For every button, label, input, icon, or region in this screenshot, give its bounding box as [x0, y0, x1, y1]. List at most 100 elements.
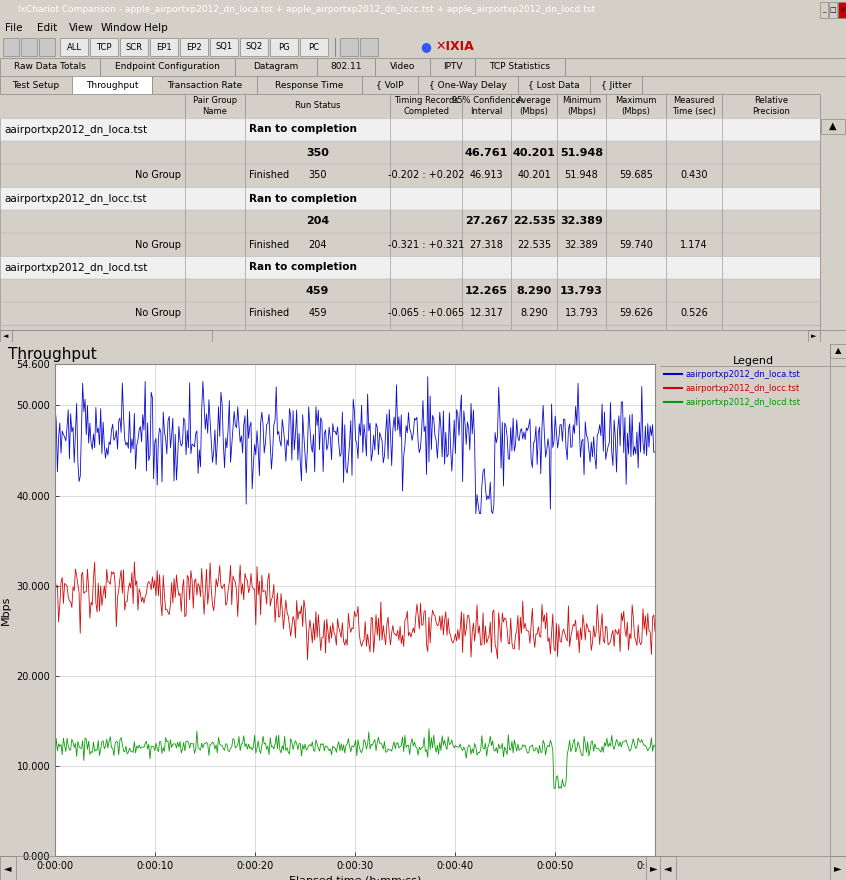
Text: Window: Window [101, 23, 142, 33]
Bar [0, 856, 16, 880]
Text: _: _ [822, 7, 826, 13]
Text: 1.174: 1.174 [680, 239, 708, 250]
Text: EP2: EP2 [186, 42, 202, 52]
Text: TCP: TCP [96, 42, 112, 52]
Text: Ran to completion: Ran to completion [249, 194, 357, 203]
Text: { VoIP: { VoIP [376, 80, 404, 90]
Bar [340, 38, 358, 56]
Bar [0, 256, 820, 279]
Text: 459: 459 [308, 309, 327, 319]
Text: ✕: ✕ [839, 7, 845, 13]
Text: 12.265: 12.265 [465, 285, 508, 296]
Bar [100, 58, 235, 76]
Text: 59.740: 59.740 [619, 239, 653, 250]
Text: TCP Statistics: TCP Statistics [490, 62, 551, 71]
Text: Datagram: Datagram [253, 62, 299, 71]
Bar [300, 38, 328, 56]
Text: 40.201: 40.201 [513, 148, 556, 158]
Text: aairportxp2012_dn_loca.tst: aairportxp2012_dn_loca.tst [4, 124, 147, 135]
Bar [317, 58, 375, 76]
Text: IxChariot Comparison - apple_airportxp2012_dn_loca.tst + apple_airportxp2012_dn_: IxChariot Comparison - apple_airportxp20… [18, 5, 595, 14]
Text: SCR: SCR [125, 42, 142, 52]
Bar [821, 119, 845, 134]
Text: Edit: Edit [37, 23, 58, 33]
Text: ▲: ▲ [835, 347, 841, 356]
Text: 32.389: 32.389 [564, 239, 598, 250]
Text: Ran to completion: Ran to completion [249, 262, 357, 273]
Bar [0, 118, 820, 141]
Text: Video: Video [390, 62, 415, 71]
Text: aairportxp2012_dn_locc.tst: aairportxp2012_dn_locc.tst [4, 193, 146, 204]
Bar [646, 856, 662, 880]
Bar [120, 38, 148, 56]
Text: Ran to completion: Ran to completion [249, 124, 357, 135]
Text: ►: ► [651, 863, 657, 873]
Text: SQ1: SQ1 [216, 42, 233, 52]
Bar [72, 76, 152, 94]
Text: -0.065 : +0.065: -0.065 : +0.065 [387, 309, 464, 319]
Bar [430, 58, 475, 76]
Text: Raw Data Totals: Raw Data Totals [14, 62, 86, 71]
Y-axis label: Mbps: Mbps [1, 595, 11, 625]
Text: 95% Confidence
Interval: 95% Confidence Interval [452, 96, 521, 115]
Text: □: □ [830, 7, 837, 13]
Bar [235, 58, 317, 76]
Text: 8.290: 8.290 [520, 309, 548, 319]
Bar [240, 38, 268, 56]
Text: 350: 350 [306, 148, 329, 158]
Text: 22.535: 22.535 [517, 239, 551, 250]
Bar [270, 38, 298, 56]
Text: ◄: ◄ [664, 863, 672, 873]
Bar [830, 344, 846, 358]
Text: Finished: Finished [249, 309, 289, 319]
Bar [820, 2, 828, 18]
Text: ●: ● [420, 40, 431, 54]
Text: 0.526: 0.526 [680, 309, 708, 319]
Text: Relative
Precision: Relative Precision [752, 96, 790, 115]
Text: IPTV: IPTV [442, 62, 462, 71]
Text: Throughput: Throughput [85, 80, 138, 90]
Bar [565, 58, 846, 76]
Bar [150, 38, 178, 56]
Text: Response Time: Response Time [275, 80, 343, 90]
Bar [0, 76, 72, 94]
Text: 40.201: 40.201 [517, 171, 551, 180]
Text: 59.626: 59.626 [619, 309, 653, 319]
Text: Maximum
(Mbps): Maximum (Mbps) [615, 96, 656, 115]
Bar [475, 58, 565, 76]
Bar [808, 330, 820, 342]
Text: 27.267: 27.267 [465, 216, 508, 226]
Text: -0.202 : +0.202: -0.202 : +0.202 [387, 171, 464, 180]
Text: aairportxp2012_dn_locc.tst: aairportxp2012_dn_locc.tst [685, 384, 799, 392]
Text: Run Status: Run Status [294, 101, 340, 111]
Text: 204: 204 [306, 216, 329, 226]
Bar [362, 76, 418, 94]
Bar [830, 856, 846, 880]
Text: PC: PC [309, 42, 320, 52]
Text: aairportxp2012_dn_locd.tst: aairportxp2012_dn_locd.tst [4, 262, 147, 273]
Text: { Lost Data: { Lost Data [528, 80, 580, 90]
Text: Endpoint Configuration: Endpoint Configuration [115, 62, 220, 71]
Text: 46.913: 46.913 [470, 171, 503, 180]
Text: ✕IXIA: ✕IXIA [435, 40, 474, 54]
Bar [590, 76, 642, 94]
Text: No Group: No Group [135, 309, 181, 319]
Bar [21, 38, 37, 56]
Bar [642, 76, 846, 94]
Text: -0.321 : +0.321: -0.321 : +0.321 [387, 239, 464, 250]
Bar [152, 76, 257, 94]
Text: 13.793: 13.793 [560, 285, 603, 296]
Text: 459: 459 [305, 285, 329, 296]
Text: ▲: ▲ [829, 121, 837, 131]
Text: 204: 204 [308, 239, 327, 250]
Text: ►: ► [811, 333, 816, 339]
Text: PG: PG [278, 42, 290, 52]
Bar [838, 2, 846, 18]
Bar [360, 38, 378, 56]
Bar [829, 2, 837, 18]
Text: ◄: ◄ [3, 333, 8, 339]
Bar [210, 38, 238, 56]
Text: SQ2: SQ2 [245, 42, 262, 52]
Text: ►: ► [834, 863, 842, 873]
Text: Finished: Finished [249, 239, 289, 250]
